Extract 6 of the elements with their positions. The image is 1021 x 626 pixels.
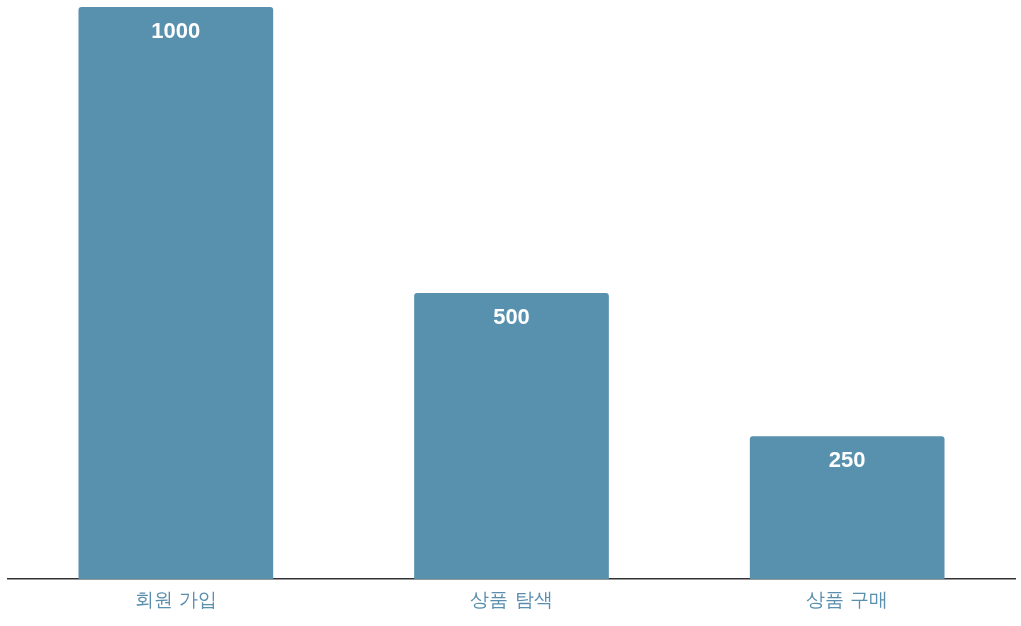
data-label: 250: [828, 447, 866, 473]
x-tick-label: 상품 탐색: [470, 587, 553, 610]
data-label: 500: [493, 304, 530, 330]
data-label: 1000: [151, 18, 201, 44]
x-tick-label: 회원 가입: [134, 587, 217, 610]
x-tick-label: 상품 구매: [806, 587, 889, 610]
